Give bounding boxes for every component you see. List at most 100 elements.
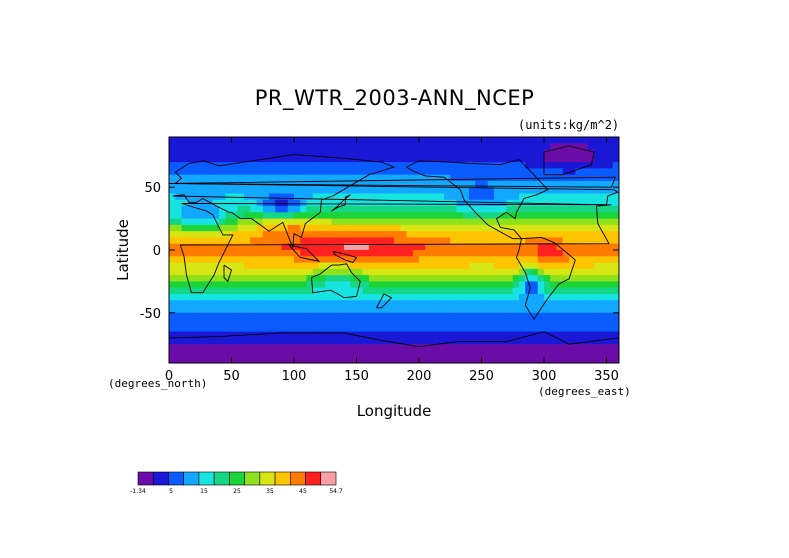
heatmap-cell [200, 218, 207, 226]
heatmap-cell [381, 319, 389, 326]
heatmap-cell [612, 137, 620, 144]
heatmap-cell [231, 344, 239, 351]
heatmap-cell [394, 293, 401, 301]
heatmap-cell [206, 237, 214, 245]
heatmap-cell [231, 155, 239, 163]
heatmap-cell [325, 237, 332, 245]
heatmap-cell [306, 319, 314, 326]
heatmap-cell [219, 155, 226, 163]
heatmap-cell [581, 237, 589, 245]
heatmap-cell [587, 331, 595, 339]
heatmap-cell [481, 293, 489, 301]
heatmap-cell [587, 168, 595, 176]
heatmap-cell [594, 174, 601, 182]
heatmap-cell [337, 275, 345, 282]
heatmap-cell [456, 293, 464, 301]
heatmap-cell [525, 281, 532, 289]
heatmap-cell [569, 319, 576, 326]
heatmap-cell [300, 300, 307, 307]
heatmap-cell [594, 356, 601, 364]
heatmap-cell [281, 149, 289, 157]
heatmap-cell [475, 281, 482, 289]
heatmap-cell [194, 319, 201, 326]
heatmap-cell [594, 300, 601, 307]
heatmap-cell [337, 224, 345, 232]
heatmap-cell [212, 137, 220, 144]
heatmap-cell [169, 193, 176, 201]
heatmap-cell [500, 212, 507, 220]
heatmap-cell [537, 331, 545, 339]
colorbar-swatch [152, 471, 169, 486]
heatmap-cell [369, 168, 376, 176]
coastline [406, 159, 549, 240]
heatmap-cell [550, 149, 557, 157]
heatmap-cell [306, 193, 314, 201]
heatmap-cell [175, 143, 182, 151]
heatmap-cell [287, 155, 295, 163]
heatmap-cell [562, 262, 570, 270]
heatmap-cell [344, 250, 351, 257]
heatmap-cell [456, 306, 464, 314]
heatmap-cell [356, 193, 364, 201]
heatmap-cell [500, 331, 507, 339]
heatmap-cell [275, 162, 282, 169]
heatmap-cell [544, 137, 551, 144]
heatmap-cell [544, 237, 551, 245]
heatmap-cell [350, 193, 357, 201]
heatmap-cell [519, 337, 526, 345]
heatmap-cell [381, 180, 389, 188]
heatmap-cell [269, 293, 276, 301]
heatmap-cell [412, 281, 420, 289]
heatmap-cell [281, 212, 289, 220]
heatmap-cell [200, 137, 207, 144]
heatmap-cell [187, 256, 195, 264]
heatmap-cell [606, 174, 614, 182]
heatmap-cell [362, 337, 370, 345]
heatmap-cell [262, 300, 270, 307]
heatmap-cell [494, 293, 501, 301]
heatmap-cell [575, 180, 582, 188]
heatmap-cell [569, 199, 576, 207]
heatmap-cell [512, 187, 520, 194]
heatmap-cell [287, 199, 295, 207]
heatmap-cell [575, 212, 582, 220]
heatmap-cell [375, 319, 382, 326]
heatmap-cell [419, 180, 426, 188]
heatmap-cell [362, 331, 370, 339]
heatmap-cell [250, 174, 257, 182]
heatmap-cell [381, 206, 389, 213]
heatmap-cell [431, 218, 439, 226]
heatmap-cell [575, 281, 582, 289]
heatmap-cell [187, 275, 195, 282]
heatmap-cell [362, 218, 370, 226]
heatmap-cell [344, 212, 351, 220]
heatmap-cell [337, 231, 345, 238]
heatmap-cell [225, 293, 232, 301]
heatmap-cell [487, 331, 495, 339]
heatmap-cell [237, 231, 245, 238]
heatmap-cell [500, 199, 507, 207]
heatmap-cell [237, 162, 245, 169]
heatmap-cell [362, 187, 370, 194]
heatmap-cell [356, 143, 364, 151]
heatmap-cell [462, 325, 470, 333]
heatmap-cell [425, 168, 432, 176]
heatmap-cell [487, 162, 495, 169]
heatmap-cell [531, 337, 539, 345]
heatmap-cell [200, 174, 207, 182]
heatmap-cell [381, 162, 389, 169]
heatmap-cell [525, 268, 532, 276]
heatmap-cell [169, 275, 176, 282]
heatmap-cell [500, 137, 507, 144]
heatmap-cell [375, 350, 382, 358]
heatmap-cell [181, 206, 189, 213]
heatmap-cell [206, 212, 214, 220]
heatmap-cell [575, 206, 582, 213]
heatmap-cell [194, 262, 201, 270]
heatmap-cell [406, 149, 414, 157]
heatmap-cell [219, 312, 226, 320]
heatmap-cell [200, 268, 207, 276]
heatmap-cell [244, 224, 251, 232]
heatmap-cell [525, 143, 532, 151]
heatmap-cell [519, 312, 526, 320]
